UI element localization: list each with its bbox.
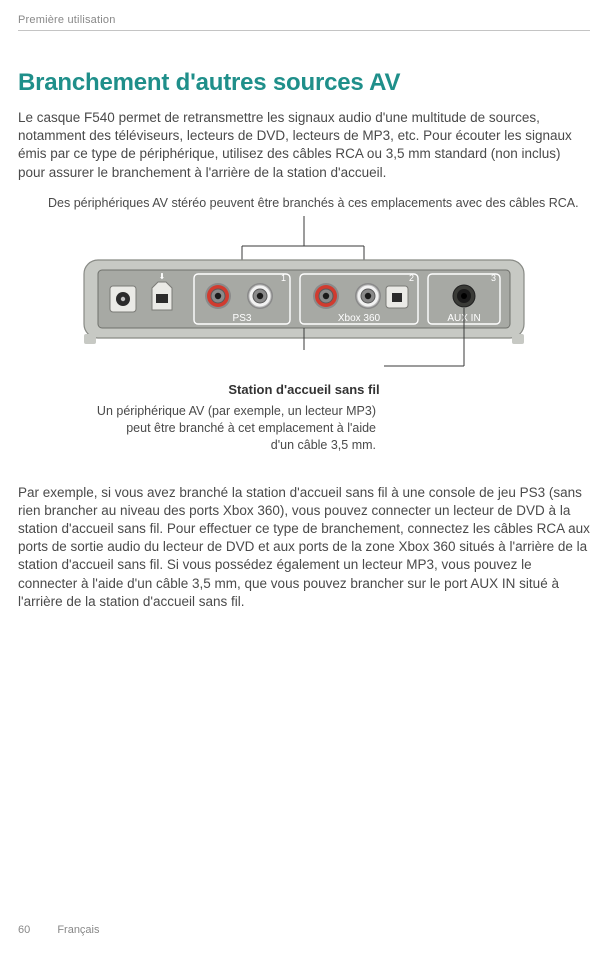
svg-text:Xbox 360: Xbox 360 [338,313,381,324]
page-language: Français [57,924,99,936]
callout-bottom-line: Un périphérique AV (par exemple, un lect… [97,404,376,418]
body-paragraph: Par exemple, si vous avez branché la sta… [18,484,590,612]
svg-text:PS3: PS3 [233,313,252,324]
diagram-svg: ⬇ 1 PS3 2 [64,216,544,376]
page-number: 60 [18,924,30,936]
svg-text:2: 2 [409,273,414,283]
callout-bottom-line: peut être branché à cet emplacement à l'… [126,421,376,435]
header-section: Première utilisation [18,14,116,26]
callout-bottom-line: d'un câble 3,5 mm. [271,438,376,452]
page-footer: 60 Français [18,924,100,936]
svg-text:⬇: ⬇ [159,272,166,281]
page-title: Branchement d'autres sources AV [18,69,590,97]
diagram-callout-bottom: Un périphérique AV (par exemple, un lect… [58,403,376,454]
svg-text:1: 1 [281,273,286,283]
diagram-callout-top: Des périphériques AV stéréo peuvent être… [48,196,590,210]
station-label: Station d'accueil sans fil [18,382,590,397]
base-station-diagram: ⬇ 1 PS3 2 [18,216,590,454]
header-bar: Première utilisation [18,10,590,31]
svg-text:3: 3 [491,273,496,283]
intro-paragraph: Le casque F540 permet de retransmettre l… [18,109,590,182]
